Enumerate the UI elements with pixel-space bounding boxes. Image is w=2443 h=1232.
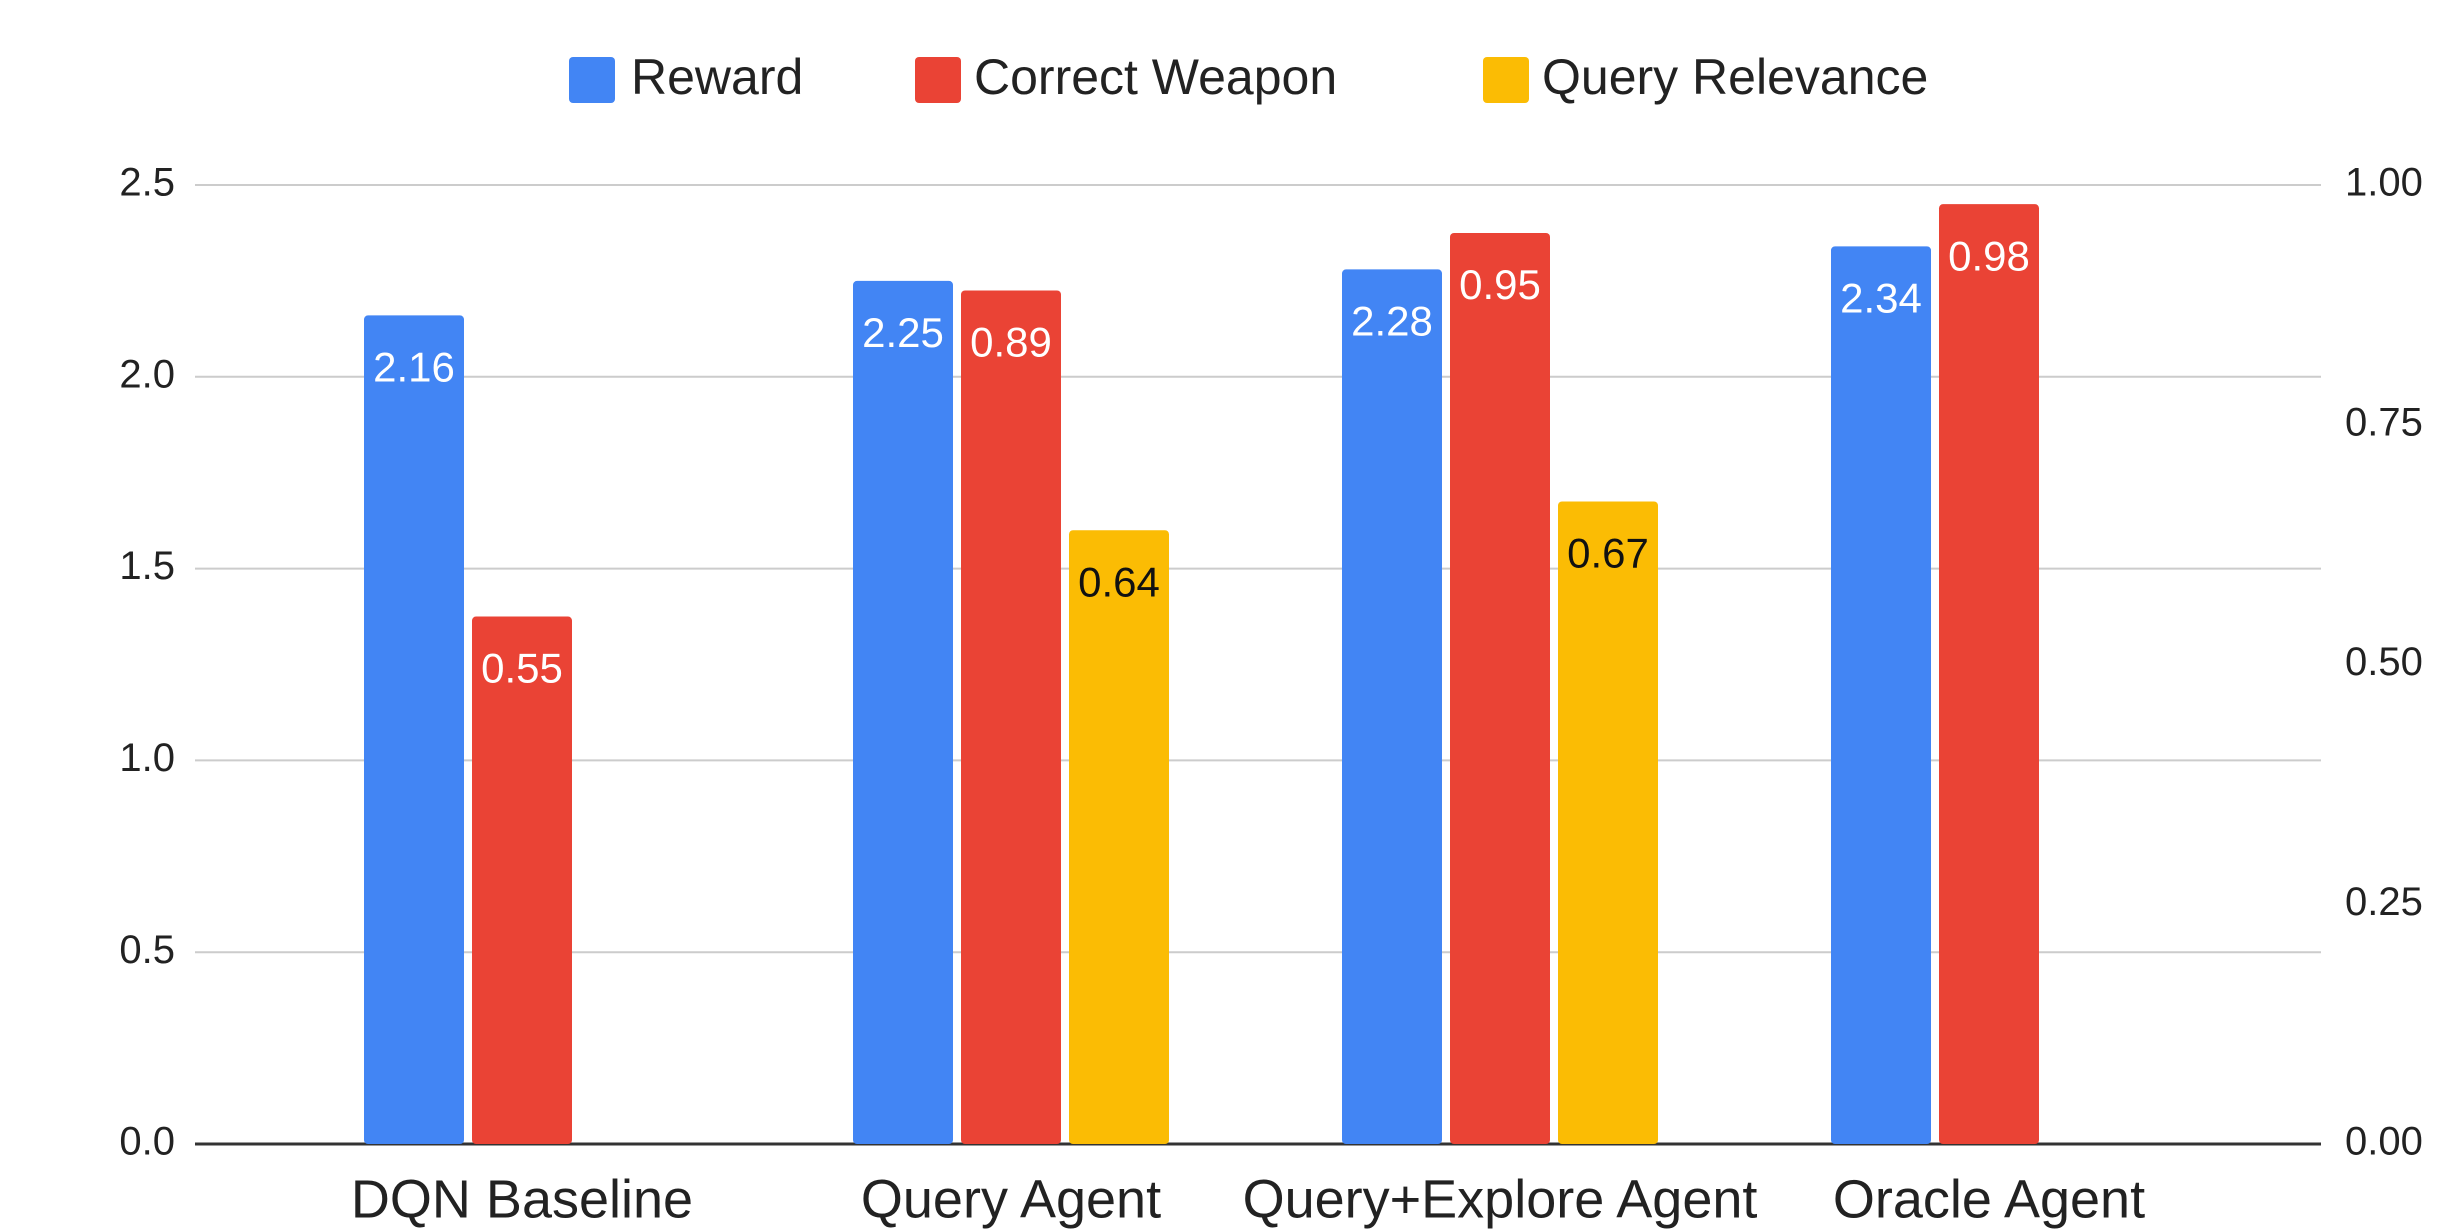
value-label: 0.98	[1948, 232, 2030, 279]
bar	[961, 290, 1061, 1144]
bar	[1450, 232, 1550, 1144]
legend-label: Reward	[631, 49, 803, 105]
bar	[1069, 530, 1169, 1144]
bar	[1831, 246, 1931, 1145]
x-tick-label: DQN Baseline	[351, 1169, 693, 1229]
legend-swatch	[569, 57, 615, 103]
y-tick-label: 2.0	[119, 352, 175, 396]
x-tick-label: Oracle Agent	[1833, 1169, 2145, 1229]
x-tick-label: Query Agent	[861, 1169, 1161, 1229]
bar	[364, 315, 464, 1144]
y2-tick-label: 0.50	[2345, 640, 2423, 684]
value-label: 0.95	[1459, 261, 1541, 308]
y-tick-label: 2.5	[119, 161, 175, 205]
legend-label: Query Relevance	[1542, 49, 1928, 105]
bar	[1558, 501, 1658, 1145]
value-label: 2.25	[862, 309, 944, 356]
y2-tick-label: 1.00	[2345, 161, 2423, 205]
value-label: 0.55	[481, 645, 563, 692]
y-tick-label: 1.5	[119, 544, 175, 588]
legend-label: Correct Weapon	[974, 49, 1337, 105]
value-label: 2.34	[1840, 274, 1922, 321]
legend-swatch	[915, 57, 961, 103]
bar	[853, 280, 953, 1144]
legend-swatch	[1483, 57, 1529, 103]
value-label: 2.28	[1351, 297, 1433, 344]
x-tick-label: Query+Explore Agent	[1243, 1169, 1758, 1229]
bar	[1939, 204, 2039, 1144]
y-tick-label: 0.0	[119, 1120, 175, 1164]
y-tick-label: 0.5	[119, 928, 175, 972]
y2-tick-label: 0.00	[2345, 1120, 2423, 1164]
value-label: 0.67	[1567, 530, 1649, 577]
value-label: 0.64	[1078, 558, 1160, 605]
value-label: 2.16	[373, 344, 455, 391]
value-label: 0.89	[970, 319, 1052, 366]
y2-tick-label: 0.75	[2345, 400, 2423, 444]
bar	[472, 616, 572, 1144]
y-tick-label: 1.0	[119, 736, 175, 780]
y2-tick-label: 0.25	[2345, 880, 2423, 924]
bar	[1342, 269, 1442, 1145]
